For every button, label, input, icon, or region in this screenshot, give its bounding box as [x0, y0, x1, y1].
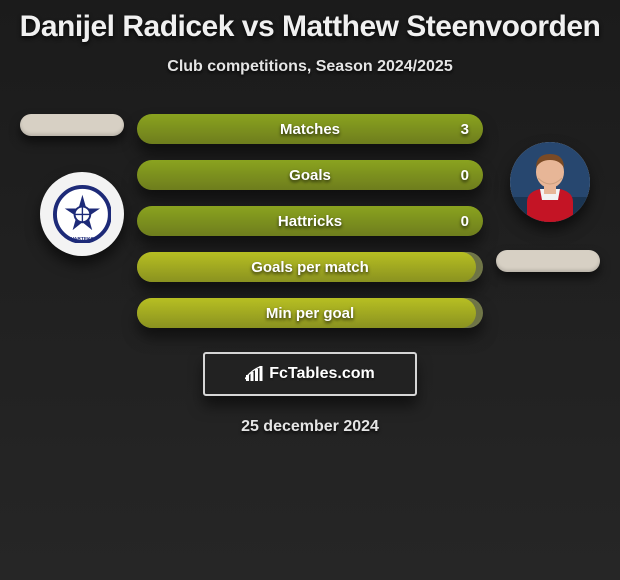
stat-value: 0: [461, 167, 469, 184]
bar-chart-icon: [245, 366, 263, 382]
left-club-badge: VARTEKS: [40, 172, 124, 256]
stat-bar-goals: Goals 0: [137, 160, 483, 190]
stat-label: Min per goal: [266, 305, 354, 322]
right-club-badge-pill: [496, 250, 600, 272]
brand-label: FcTables.com: [269, 365, 375, 383]
page-subtitle: Club competitions, Season 2024/2025: [12, 58, 608, 76]
badge-text: VARTEKS: [71, 235, 95, 241]
stat-label: Matches: [280, 121, 340, 138]
person-icon: [510, 142, 590, 222]
stats-area: VARTEKS Matches 3 Goals 0 Hattricks 0: [12, 114, 608, 436]
stat-label: Goals per match: [251, 259, 369, 276]
stat-value: 0: [461, 213, 469, 230]
stat-bar-goals-per-match: Goals per match: [137, 252, 483, 282]
stat-bars: Matches 3 Goals 0 Hattricks 0 Goals per …: [137, 114, 483, 328]
stat-value: 3: [461, 121, 469, 138]
stat-label: Hattricks: [278, 213, 342, 230]
page-title: Danijel Radicek vs Matthew Steenvoorden: [12, 10, 608, 44]
stat-bar-matches: Matches 3: [137, 114, 483, 144]
stat-bar-min-per-goal: Min per goal: [137, 298, 483, 328]
stat-label: Goals: [289, 167, 331, 184]
brand-box: FcTables.com: [203, 352, 417, 396]
infographic-root: Danijel Radicek vs Matthew Steenvoorden …: [0, 0, 620, 580]
stat-bar-hattricks: Hattricks 0: [137, 206, 483, 236]
club-crest-icon: VARTEKS: [53, 185, 112, 244]
left-player-name-pill: [20, 114, 124, 136]
footer-date: 25 december 2024: [12, 418, 608, 436]
right-player-avatar: [510, 142, 590, 222]
